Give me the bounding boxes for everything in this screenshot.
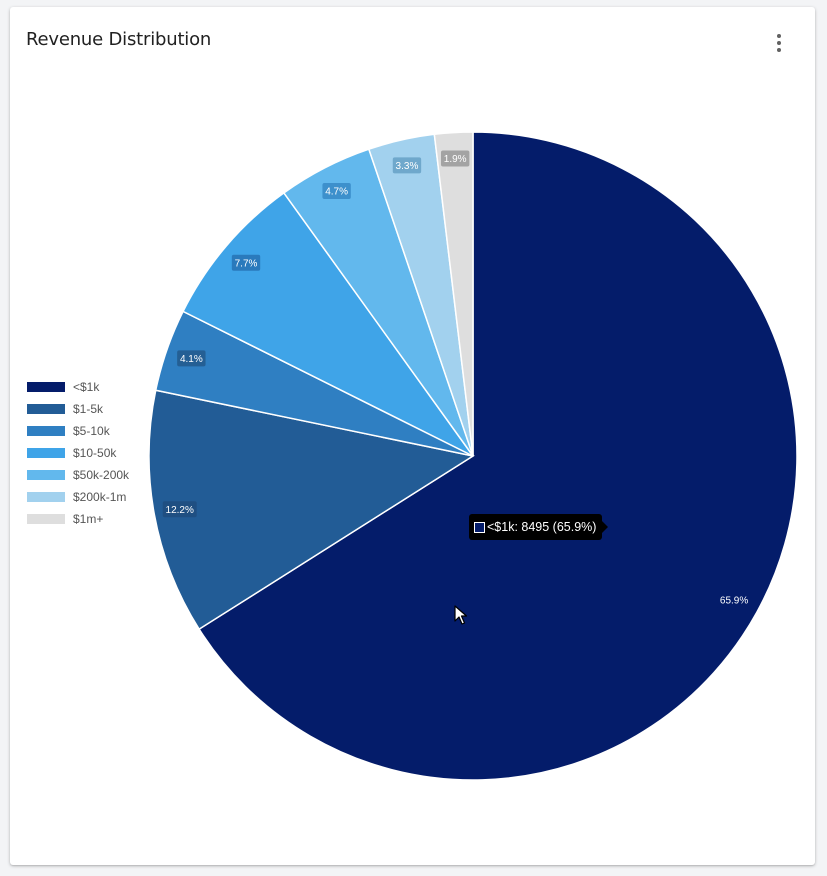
chart-legend: <$1k $1-5k $5-10k $10-50k $50k-200k $200k-1m $… [27, 376, 129, 530]
pie-slice[interactable] [198, 131, 798, 781]
slice-label-text: 7.7% [235, 258, 258, 269]
legend-label: $1-5k [73, 402, 104, 416]
legend-label: <$1k [73, 380, 100, 394]
slice-label: 7.7% [231, 254, 261, 271]
legend-label: $50k-200k [73, 468, 130, 482]
legend-swatch [27, 404, 65, 414]
legend-label: $5-10k [73, 424, 110, 438]
slice-label-text: 4.7% [325, 186, 348, 197]
legend-item[interactable]: $1m+ [27, 508, 129, 530]
legend-swatch [27, 492, 65, 502]
pie-slice[interactable] [148, 389, 475, 631]
card-title: Revenue Distribution [26, 29, 212, 50]
slice-label-text: 3.3% [396, 161, 419, 172]
slice-label-bg [162, 501, 197, 518]
legend-label: $10-50k [73, 446, 117, 460]
slice-label: 65.9% [717, 591, 752, 608]
slice-label-text: 4.1% [180, 354, 203, 365]
slice-label-bg [177, 350, 206, 367]
legend-label: $200k-1m [73, 490, 127, 504]
legend-item[interactable]: $5-10k [27, 420, 129, 442]
slice-label-bg [231, 254, 261, 271]
slice-label-bg [392, 157, 422, 174]
legend-swatch [27, 382, 65, 392]
legend-swatch [27, 470, 65, 480]
legend-item[interactable]: $200k-1m [27, 486, 129, 508]
slice-label-text: 65.9% [720, 595, 748, 606]
legend-item[interactable]: <$1k [27, 376, 129, 398]
legend-item[interactable]: $50k-200k [27, 464, 129, 486]
slice-label-bg [440, 150, 470, 167]
legend-item[interactable]: $10-50k [27, 442, 129, 464]
tooltip-text: <$1k: 8495 (65.9%) [487, 520, 597, 534]
slice-label: 1.9% [440, 150, 470, 167]
legend-swatch [27, 426, 65, 436]
mouse-cursor-icon [454, 605, 468, 625]
chart-tooltip: <$1k: 8495 (65.9%) [469, 514, 609, 540]
slice-label: 3.3% [392, 157, 422, 174]
legend-item[interactable]: $1-5k [27, 398, 129, 420]
more-vertical-icon[interactable] [768, 31, 790, 55]
slice-label-bg [322, 182, 351, 199]
slice-label: 12.2% [162, 501, 197, 518]
legend-swatch [27, 514, 65, 524]
legend-swatch [27, 448, 65, 458]
slice-label-bg [717, 591, 752, 608]
slice-label: 4.1% [177, 350, 206, 367]
legend-label: $1m+ [73, 512, 104, 526]
slice-label-text: 1.9% [444, 154, 467, 165]
pie-slice[interactable] [433, 131, 474, 457]
slice-label: 4.7% [322, 182, 351, 199]
slice-label-text: 12.2% [166, 505, 194, 516]
tooltip-swatch [474, 521, 485, 533]
